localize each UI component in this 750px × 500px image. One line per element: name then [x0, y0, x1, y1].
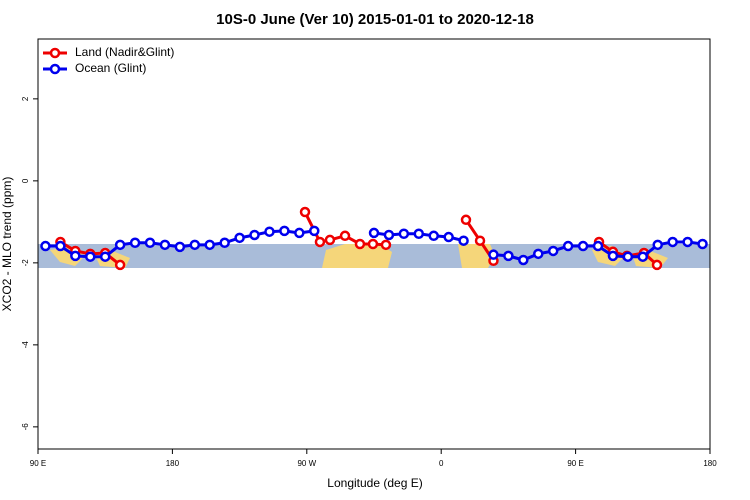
point [55, 240, 66, 252]
point [174, 241, 186, 253]
x-tick-label: 180 [166, 459, 180, 468]
point [367, 238, 379, 250]
point [533, 248, 544, 260]
point [460, 214, 472, 226]
point [443, 231, 454, 243]
point [294, 227, 305, 239]
point [368, 227, 380, 239]
point [577, 240, 589, 252]
point [354, 238, 366, 250]
x-axis-label: Longitude (deg E) [327, 476, 422, 490]
x-tick-label: 90 E [567, 459, 583, 468]
point [428, 230, 439, 242]
point [697, 238, 708, 250]
point [279, 225, 290, 237]
point [474, 235, 486, 246]
legend-marker [49, 63, 61, 75]
point [234, 232, 245, 244]
point [339, 230, 351, 242]
point [70, 250, 81, 262]
point [99, 251, 111, 262]
point [264, 226, 275, 237]
point [204, 239, 215, 251]
point [592, 240, 604, 252]
point [488, 249, 499, 260]
point [652, 239, 663, 251]
x-tick-label: 90 W [297, 459, 316, 468]
x-tick-label: 180 [703, 459, 717, 468]
point [637, 251, 649, 262]
point [219, 237, 230, 249]
y-tick-label: -2 [21, 259, 30, 267]
point [144, 237, 156, 249]
x-tick-label: 90 E [30, 459, 46, 468]
point [114, 239, 126, 251]
point [314, 236, 326, 248]
y-axis-label: XCO2 - MLO trend (ppm) [0, 177, 14, 312]
point [682, 236, 693, 248]
x-tick-label: 0 [439, 459, 444, 468]
point [299, 206, 311, 218]
point [547, 245, 559, 257]
point [518, 254, 529, 266]
point [129, 237, 141, 249]
point [114, 259, 126, 271]
y-tick-label: -6 [21, 423, 30, 431]
plot-frame [37, 38, 711, 450]
point [189, 239, 201, 251]
point [651, 259, 663, 271]
point [383, 229, 395, 241]
point [159, 239, 171, 251]
point [324, 234, 336, 246]
legend-label: Land (Nadir&Glint) [75, 45, 174, 59]
point [413, 228, 425, 239]
chart-title: 10S-0 June (Ver 10) 2015-01-01 to 2020-1… [216, 11, 534, 28]
point [503, 250, 514, 262]
y-tick-label: 2 [21, 96, 30, 101]
point [667, 236, 678, 248]
point [380, 239, 392, 251]
point [249, 229, 260, 241]
point [458, 235, 469, 246]
point [607, 250, 619, 262]
point [562, 240, 574, 252]
point [40, 240, 51, 252]
point [622, 251, 634, 262]
y-tick-label: -4 [21, 341, 30, 349]
point [309, 225, 320, 237]
legend-label: Ocean (Glint) [75, 61, 146, 75]
point [398, 228, 410, 239]
legend-marker [49, 47, 61, 59]
point [85, 251, 96, 262]
y-tick-label: 0 [21, 178, 30, 183]
